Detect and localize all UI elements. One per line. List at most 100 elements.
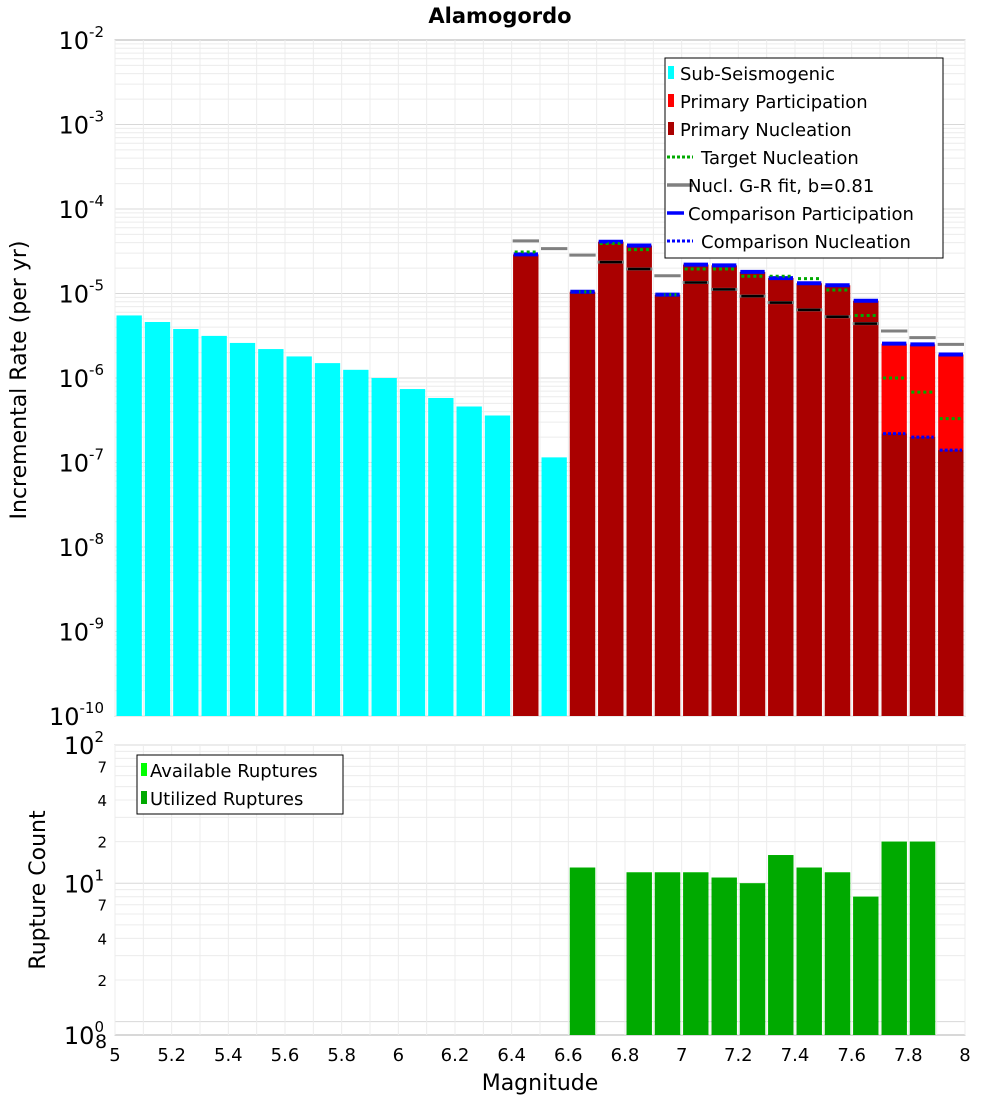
x-tick-label: 6.4 xyxy=(497,1045,526,1066)
legend-label: Comparison Participation xyxy=(688,204,914,225)
bar xyxy=(711,265,737,716)
y-tick-label: 2 xyxy=(97,972,107,990)
x-tick-label: 5.2 xyxy=(157,1045,186,1066)
bar xyxy=(258,349,284,716)
x-tick-label: 7 xyxy=(676,1045,687,1066)
x-axis-label: Magnitude xyxy=(482,1071,599,1096)
y-tick-label: 101 xyxy=(64,866,104,898)
bar xyxy=(853,300,879,716)
x-tick-label: 5.8 xyxy=(327,1045,356,1066)
bar xyxy=(371,378,397,716)
bar xyxy=(739,271,766,716)
bar xyxy=(144,321,171,716)
bar xyxy=(343,369,369,716)
bar xyxy=(768,278,794,716)
y-tick-label: 8 xyxy=(95,1031,107,1053)
bar xyxy=(824,285,851,716)
bar xyxy=(201,335,227,716)
bar xyxy=(768,855,794,1035)
legend-label: Comparison Nucleation xyxy=(701,232,911,253)
bottom-grid xyxy=(114,744,966,1035)
legend-swatch xyxy=(141,763,147,776)
bar xyxy=(881,433,907,716)
legend-label: Target Nucleation xyxy=(700,148,859,169)
x-tick-label: 7.4 xyxy=(781,1045,810,1066)
top-marks xyxy=(512,239,964,452)
bar xyxy=(853,896,879,1035)
legend-label: Utilized Ruptures xyxy=(150,789,303,810)
y-tick-label: 2 xyxy=(97,834,107,852)
legend-label: Primary Nucleation xyxy=(680,120,852,141)
x-tick-label: 6.8 xyxy=(611,1045,640,1066)
bottom-legend: Available Ruptures Utilized Ruptures xyxy=(136,754,344,815)
y-tick-label: 10-5 xyxy=(58,277,104,309)
x-tick-labels: 5 5.2 5.4 5.6 5.8 6 6.2 6.4 6.6 6.8 7 7.2 7.4 7.6 7.8 8 xyxy=(109,1045,970,1066)
legend-label: Available Ruptures xyxy=(150,761,318,782)
y-tick-label: 7 xyxy=(97,758,107,776)
bar xyxy=(116,315,142,716)
bar xyxy=(513,254,539,716)
y-tick-label: 10-6 xyxy=(58,361,104,393)
bar xyxy=(683,872,709,1035)
bar xyxy=(399,389,426,716)
x-tick-label: 7.6 xyxy=(837,1045,866,1066)
bar xyxy=(881,841,907,1035)
legend-label: Nucl. G-R fit, b=0.81 xyxy=(688,176,874,197)
bottom-y-axis-label: Rupture Count xyxy=(26,810,51,970)
bottom-bars xyxy=(569,841,936,1035)
y-tick-label: 10-3 xyxy=(58,108,104,140)
x-tick-label: 5.6 xyxy=(271,1045,300,1066)
legend-swatch xyxy=(141,791,147,804)
bar xyxy=(456,406,482,716)
y-tick-label: 100 xyxy=(64,1018,104,1050)
top-plot: 10-2 10-3 10-4 10-5 10-6 10-7 10-8 10-9 10-10 In… xyxy=(7,23,966,731)
y-tick-label: 4 xyxy=(97,792,107,810)
bar xyxy=(569,867,596,1035)
legend-label: Primary Participation xyxy=(680,92,868,113)
x-tick-label: 8 xyxy=(959,1045,970,1066)
bar xyxy=(626,245,652,717)
bar xyxy=(541,457,567,716)
x-tick-label: 6.6 xyxy=(554,1045,583,1066)
y-tick-label: 7 xyxy=(97,897,107,915)
top-legend: Sub-Seismogenic Primary Participation Prim… xyxy=(664,57,944,259)
x-tick-label: 7.2 xyxy=(724,1045,753,1066)
bar xyxy=(173,329,199,716)
bar xyxy=(569,291,596,716)
bar xyxy=(314,363,341,716)
bar xyxy=(711,877,737,1035)
y-tick-label: 10-2 xyxy=(58,23,104,55)
bar xyxy=(796,867,822,1035)
y-tick-label: 10-4 xyxy=(58,192,104,224)
bar xyxy=(909,437,936,716)
bar xyxy=(938,450,964,716)
top-bars xyxy=(116,241,964,717)
x-tick-label: 6 xyxy=(393,1045,404,1066)
top-y-tick-labels: 10-2 10-3 10-4 10-5 10-6 10-7 10-8 10-9 10-10 xyxy=(49,23,104,731)
x-tick-label: 7.8 xyxy=(894,1045,923,1066)
y-tick-label: 102 xyxy=(64,728,104,760)
bar xyxy=(796,283,822,716)
bar xyxy=(484,415,511,716)
bar xyxy=(428,397,454,716)
bar xyxy=(598,241,624,716)
bar xyxy=(683,264,709,716)
y-tick-label: 10-8 xyxy=(58,530,104,562)
y-tick-label: 4 xyxy=(97,930,107,948)
legend-swatch xyxy=(668,94,674,107)
top-y-axis-label: Incremental Rate (per yr) xyxy=(7,241,32,520)
bar xyxy=(824,872,851,1035)
bar xyxy=(286,356,312,716)
legend-label: Sub-Seismogenic xyxy=(680,64,835,85)
x-tick-label: 5 xyxy=(109,1045,120,1066)
top-legend-box xyxy=(664,57,944,259)
y-tick-label: 10-7 xyxy=(58,446,104,478)
legend-swatch xyxy=(668,66,674,79)
x-tick-label: 5.4 xyxy=(214,1045,243,1066)
bar xyxy=(654,872,681,1035)
bar xyxy=(229,342,256,716)
bar xyxy=(626,872,652,1035)
